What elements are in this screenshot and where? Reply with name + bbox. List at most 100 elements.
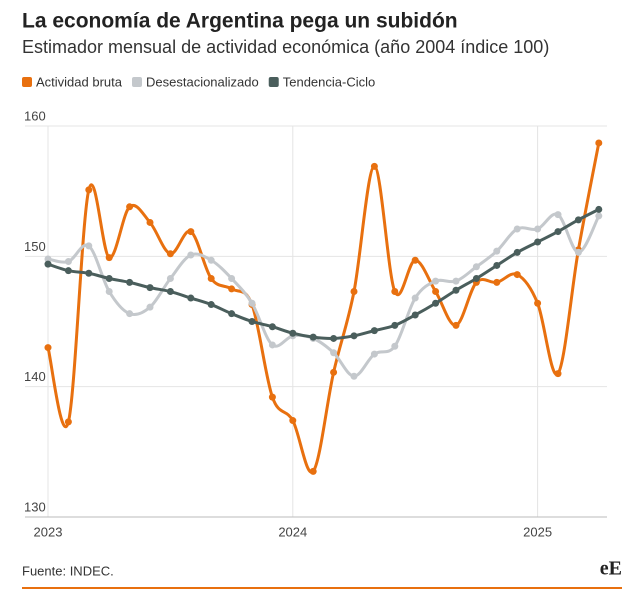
point xyxy=(513,225,521,233)
point xyxy=(391,288,399,296)
point xyxy=(187,294,195,302)
point xyxy=(493,247,501,255)
point xyxy=(187,251,195,259)
legend-label: Tendencia-Ciclo xyxy=(283,74,376,89)
point xyxy=(268,341,276,349)
point xyxy=(574,216,582,224)
point xyxy=(595,205,603,213)
point xyxy=(472,263,480,271)
point xyxy=(64,418,72,426)
legend-label: Actividad bruta xyxy=(36,74,123,89)
point xyxy=(146,218,154,226)
point xyxy=(370,350,378,358)
point xyxy=(228,310,236,318)
point xyxy=(105,274,113,282)
point xyxy=(432,288,440,296)
legend-swatch xyxy=(268,77,279,87)
point xyxy=(228,285,236,293)
point xyxy=(513,248,521,256)
point xyxy=(85,242,93,250)
point xyxy=(85,186,93,194)
point xyxy=(432,299,440,307)
point xyxy=(554,370,562,378)
point xyxy=(126,203,134,211)
point xyxy=(187,228,195,236)
point xyxy=(268,393,276,401)
point xyxy=(85,269,93,277)
point xyxy=(248,299,256,307)
point xyxy=(166,250,174,258)
point xyxy=(64,267,72,275)
point xyxy=(330,368,338,376)
point xyxy=(228,274,236,282)
point xyxy=(452,277,460,285)
point xyxy=(411,311,419,319)
point xyxy=(248,318,256,325)
point xyxy=(554,211,562,219)
point xyxy=(391,321,399,329)
legend-swatch xyxy=(132,77,142,87)
y-tick-label: 130 xyxy=(24,499,46,514)
point xyxy=(493,261,501,269)
point xyxy=(105,288,113,296)
x-tick-label: 2023 xyxy=(34,524,63,539)
point xyxy=(126,278,134,286)
point xyxy=(64,258,72,266)
point xyxy=(146,303,154,311)
point xyxy=(44,344,52,352)
point xyxy=(534,225,542,233)
point xyxy=(452,321,460,329)
point xyxy=(166,288,174,296)
series-line xyxy=(46,142,601,474)
point xyxy=(44,260,52,268)
point xyxy=(289,417,297,425)
point xyxy=(330,349,338,357)
point xyxy=(105,254,113,262)
point xyxy=(207,256,215,264)
legend-swatch xyxy=(22,77,32,87)
point xyxy=(268,323,276,331)
point xyxy=(370,162,378,170)
legend: Actividad bruta Desestacionalizado Tendenc… xyxy=(22,74,375,89)
logo: eE xyxy=(600,558,622,580)
y-tick-label: 150 xyxy=(24,239,46,254)
point xyxy=(574,248,582,256)
point xyxy=(432,277,440,285)
point xyxy=(534,238,542,246)
source: Fuente: INDEC. xyxy=(22,563,114,578)
point xyxy=(309,333,317,341)
point xyxy=(289,329,297,337)
legend-label: Desestacionalizado xyxy=(146,74,259,89)
point xyxy=(411,256,419,264)
point xyxy=(350,332,358,340)
point xyxy=(534,299,542,307)
y-tick-label: 140 xyxy=(24,369,46,384)
point xyxy=(493,278,501,286)
point xyxy=(472,274,480,282)
point xyxy=(309,467,317,475)
point xyxy=(595,139,603,147)
chart-title: La economía de Argentina pega un subidón xyxy=(22,10,458,33)
series-line xyxy=(47,212,601,378)
y-tick-label: 160 xyxy=(24,108,46,123)
point xyxy=(207,301,215,309)
chart-subtitle: Estimador mensual de actividad económica… xyxy=(22,37,549,57)
point xyxy=(513,271,521,279)
point xyxy=(350,288,358,296)
x-tick-label: 2025 xyxy=(523,524,552,539)
point xyxy=(350,372,358,380)
point xyxy=(554,228,562,236)
point xyxy=(166,274,174,282)
point xyxy=(146,284,154,292)
point xyxy=(330,334,338,342)
point xyxy=(44,255,52,263)
x-tick-label: 2024 xyxy=(278,524,307,539)
point xyxy=(411,294,419,302)
series-line xyxy=(47,208,600,340)
point xyxy=(391,342,399,350)
point xyxy=(370,327,378,335)
point xyxy=(452,286,460,294)
point xyxy=(126,310,134,318)
point xyxy=(595,212,603,220)
